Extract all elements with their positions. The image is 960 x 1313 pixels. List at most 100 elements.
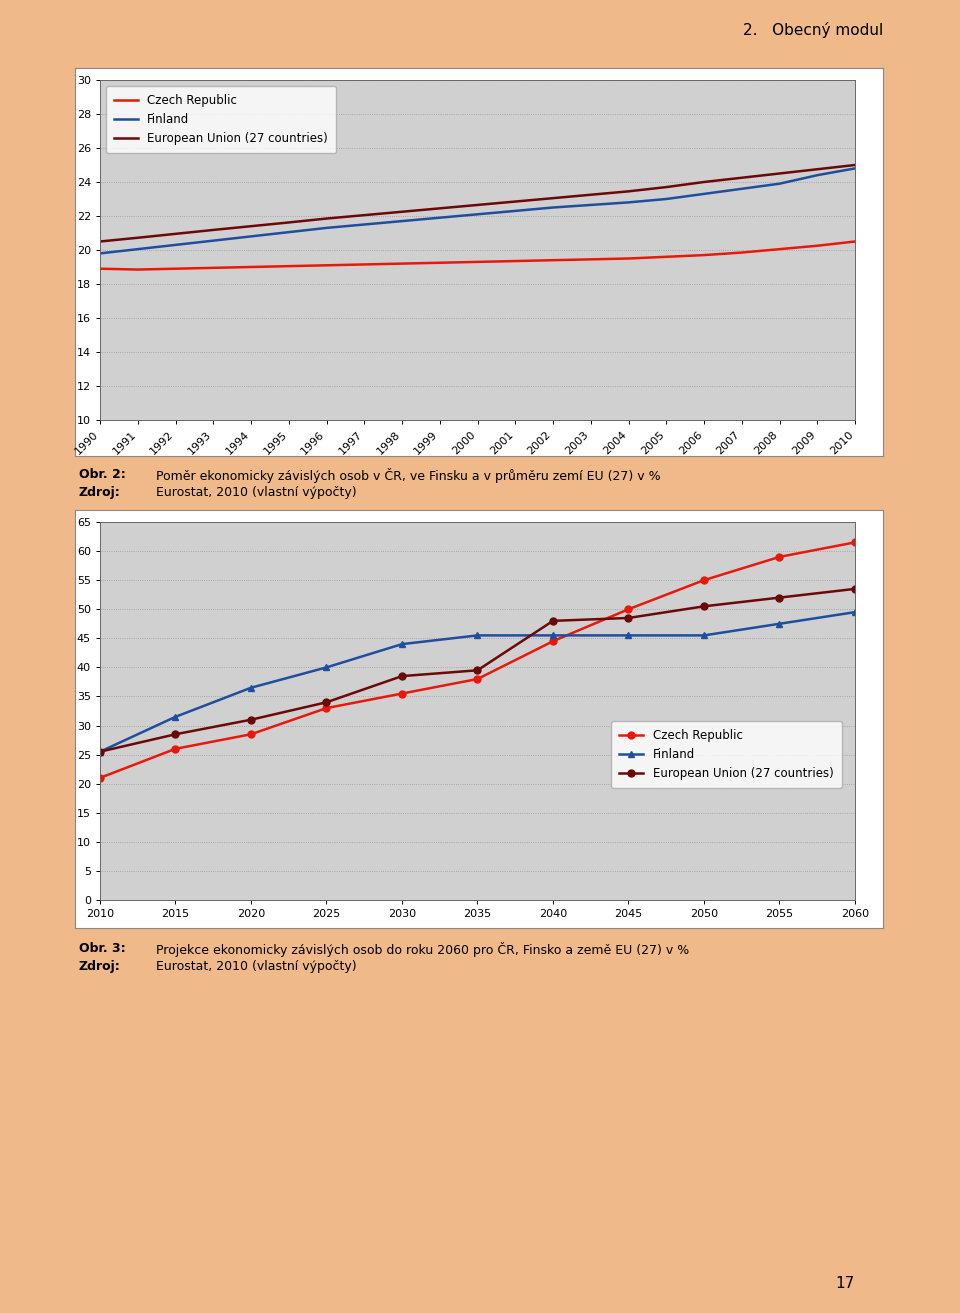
Finland	[170, 238, 181, 253]
European Union (27 countries)	[623, 184, 635, 200]
European Union (27 countries)	[585, 186, 596, 202]
European Union (27 countries)	[434, 201, 445, 217]
Finland	[660, 192, 672, 207]
Finland	[321, 659, 332, 675]
Czech Republic	[774, 549, 785, 565]
Line: Czech Republic: Czech Republic	[97, 538, 858, 781]
European Union (27 countries)	[623, 611, 635, 626]
Legend: Czech Republic, Finland, European Union (27 countries): Czech Republic, Finland, European Union …	[612, 721, 842, 788]
Czech Republic	[94, 769, 106, 785]
Czech Republic	[321, 700, 332, 716]
Finland	[585, 197, 596, 213]
European Union (27 countries)	[811, 161, 823, 177]
Czech Republic	[698, 247, 709, 263]
Czech Republic	[660, 249, 672, 265]
Finland	[850, 604, 861, 620]
European Union (27 countries)	[207, 222, 219, 238]
European Union (27 countries)	[321, 695, 332, 710]
Czech Republic	[132, 261, 143, 277]
Finland	[547, 628, 559, 643]
Czech Republic	[245, 259, 256, 274]
European Union (27 countries)	[358, 207, 370, 223]
Finland	[698, 628, 709, 643]
Finland	[471, 628, 483, 643]
European Union (27 countries)	[850, 158, 861, 173]
Line: European Union (27 countries): European Union (27 countries)	[100, 165, 855, 242]
Czech Republic	[510, 253, 521, 269]
Finland	[94, 744, 106, 760]
Text: Poměr ekonomicky závislých osob v ČR, ve Finsku a v průměru zemí EU (27) v %: Poměr ekonomicky závislých osob v ČR, ve…	[156, 467, 661, 483]
Finland	[245, 228, 256, 244]
Finland	[245, 680, 256, 696]
European Union (27 countries)	[245, 218, 256, 234]
European Union (27 countries)	[698, 599, 709, 614]
Czech Republic	[547, 252, 559, 268]
Czech Republic	[471, 671, 483, 687]
European Union (27 countries)	[547, 190, 559, 206]
Czech Republic	[623, 601, 635, 617]
Text: Zdroj:: Zdroj:	[79, 486, 120, 499]
Line: Czech Republic: Czech Republic	[100, 242, 855, 269]
Line: Finland: Finland	[100, 168, 855, 253]
European Union (27 countries)	[283, 214, 295, 230]
European Union (27 countries)	[94, 234, 106, 249]
Text: Obr. 3:: Obr. 3:	[79, 941, 126, 955]
European Union (27 countries)	[245, 712, 256, 727]
Line: European Union (27 countries): European Union (27 countries)	[97, 586, 858, 755]
European Union (27 countries)	[471, 663, 483, 679]
European Union (27 countries)	[850, 580, 861, 596]
Czech Republic	[245, 726, 256, 742]
Czech Republic	[774, 242, 785, 257]
Text: Projekce ekonomicky závislých osob do roku 2060 pro ČR, Finsko a země EU (27) v : Projekce ekonomicky závislých osob do ro…	[156, 941, 689, 957]
Czech Republic	[283, 259, 295, 274]
Finland	[396, 213, 408, 228]
Text: Zdroj:: Zdroj:	[79, 960, 120, 973]
Finland	[623, 628, 635, 643]
Finland	[471, 206, 483, 222]
European Union (27 countries)	[396, 204, 408, 219]
European Union (27 countries)	[774, 590, 785, 605]
Czech Republic	[736, 244, 748, 260]
European Union (27 countries)	[94, 744, 106, 760]
Czech Republic	[94, 261, 106, 277]
Czech Republic	[170, 261, 181, 277]
Czech Republic	[623, 251, 635, 267]
European Union (27 countries)	[321, 210, 332, 226]
Text: 17: 17	[835, 1275, 854, 1291]
Czech Republic	[850, 534, 861, 550]
European Union (27 countries)	[170, 726, 181, 742]
Finland	[94, 246, 106, 261]
Finland	[850, 160, 861, 176]
Czech Republic	[321, 257, 332, 273]
Finland	[283, 225, 295, 240]
European Union (27 countries)	[774, 165, 785, 181]
Finland	[207, 232, 219, 248]
Finland	[358, 217, 370, 232]
Text: Obr. 2:: Obr. 2:	[79, 467, 126, 481]
Czech Republic	[358, 256, 370, 272]
Finland	[698, 186, 709, 202]
Finland	[132, 242, 143, 257]
European Union (27 countries)	[698, 175, 709, 190]
Czech Republic	[207, 260, 219, 276]
Text: 2.   Obecný modul: 2. Obecný modul	[743, 22, 883, 38]
Czech Republic	[396, 256, 408, 272]
Czech Republic	[170, 741, 181, 756]
European Union (27 countries)	[510, 194, 521, 210]
Text: Eurostat, 2010 (vlastní výpočty): Eurostat, 2010 (vlastní výpočty)	[156, 486, 357, 499]
European Union (27 countries)	[396, 668, 408, 684]
Finland	[434, 210, 445, 226]
Legend: Czech Republic, Finland, European Union (27 countries): Czech Republic, Finland, European Union …	[106, 85, 336, 154]
Finland	[736, 181, 748, 197]
Czech Republic	[396, 685, 408, 701]
Czech Republic	[547, 633, 559, 649]
Finland	[510, 204, 521, 219]
Czech Republic	[811, 238, 823, 253]
European Union (27 countries)	[471, 197, 483, 213]
Finland	[547, 200, 559, 215]
European Union (27 countries)	[170, 226, 181, 242]
Czech Republic	[850, 234, 861, 249]
Czech Republic	[698, 572, 709, 588]
Czech Republic	[471, 253, 483, 269]
Finland	[811, 167, 823, 183]
